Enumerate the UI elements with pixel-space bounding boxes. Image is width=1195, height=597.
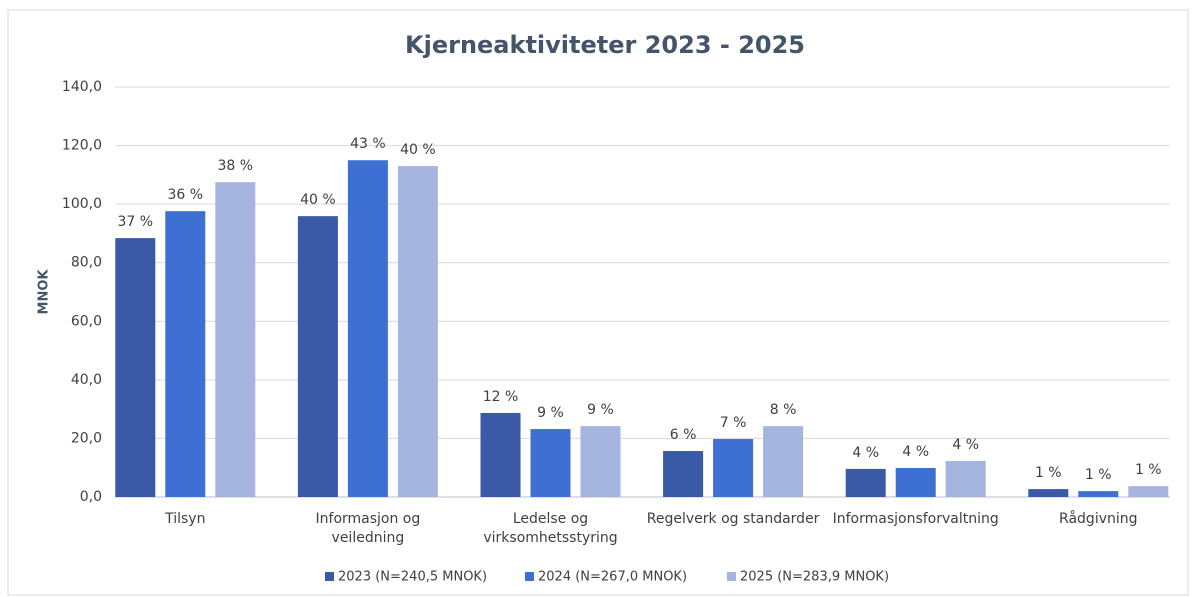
data-label: 12 % — [483, 389, 519, 405]
bar — [1078, 491, 1119, 497]
x-tick-label: Ledelse og virksomhetsstyring — [483, 511, 618, 546]
legend-label: 2024 (N=267,0 MNOK) — [538, 570, 687, 585]
bar — [297, 216, 338, 497]
bar — [347, 160, 388, 497]
y-tick-label: 140,0 — [62, 79, 102, 95]
data-label: 43 % — [350, 136, 386, 152]
x-tick-label: Informasjon og veiledning — [315, 511, 421, 546]
bar — [945, 460, 986, 497]
bar — [165, 211, 206, 497]
data-label: 1 % — [1135, 462, 1162, 478]
data-label: 1 % — [1085, 467, 1112, 483]
x-tick-label: Tilsyn — [165, 511, 206, 527]
y-tick-label: 20,0 — [71, 430, 102, 446]
data-label: 7 % — [720, 415, 747, 431]
legend-swatch — [325, 572, 334, 581]
bar — [530, 429, 571, 497]
data-label: 6 % — [670, 427, 697, 443]
y-tick-label: 0,0 — [80, 489, 102, 505]
x-tick-label: Regelverk og standarder — [646, 511, 820, 527]
bar — [1128, 486, 1169, 497]
data-label: 40 % — [400, 142, 436, 158]
x-tick-label: Rådgivning — [1059, 511, 1138, 527]
data-label: 4 % — [952, 437, 979, 453]
data-label: 9 % — [587, 402, 614, 418]
data-label: 37 % — [118, 214, 154, 230]
bar — [580, 426, 621, 497]
legend-swatch — [727, 572, 736, 581]
y-tick-label: 60,0 — [71, 313, 102, 329]
bar — [480, 412, 521, 497]
bar — [115, 238, 156, 497]
y-tick-label: 40,0 — [71, 372, 102, 388]
bar — [215, 182, 256, 497]
bar — [763, 426, 804, 497]
bar — [895, 468, 936, 497]
data-label: 9 % — [537, 405, 564, 421]
chart-border — [7, 9, 1189, 596]
x-tick-label: Informasjonsforvaltning — [832, 511, 999, 527]
y-tick-label: 100,0 — [62, 196, 102, 212]
data-label: 36 % — [168, 187, 204, 203]
y-tick-label: 80,0 — [71, 255, 102, 271]
chart-title: Kjerneaktiviteter 2023 - 2025 — [405, 31, 805, 59]
legend-label: 2025 (N=283,9 MNOK) — [740, 570, 889, 585]
legend-swatch — [525, 572, 534, 581]
bar — [1028, 489, 1069, 497]
bar — [663, 451, 704, 497]
y-axis-label: MNOK — [37, 269, 52, 315]
data-label: 1 % — [1035, 465, 1062, 481]
bar — [845, 468, 886, 497]
bar — [397, 166, 438, 498]
legend-label: 2023 (N=240,5 MNOK) — [338, 570, 487, 585]
data-label: 8 % — [770, 402, 797, 418]
y-tick-label: 120,0 — [62, 138, 102, 154]
data-label: 4 % — [902, 444, 929, 460]
data-label: 40 % — [300, 192, 336, 208]
bar — [713, 439, 754, 497]
data-label: 38 % — [218, 158, 254, 174]
data-label: 4 % — [852, 445, 879, 461]
